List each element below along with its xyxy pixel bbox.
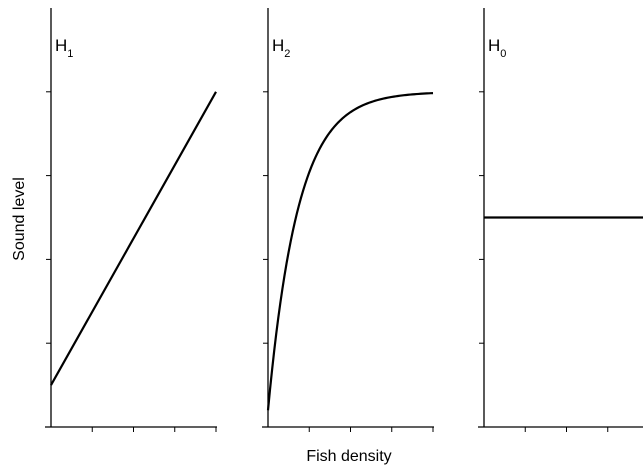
panel-label-main: H: [488, 36, 500, 55]
panel-label-h2: H2: [272, 36, 290, 60]
panel-label-h0: H0: [488, 36, 506, 60]
panel-label-h1: H1: [55, 36, 73, 60]
panels-group: H1 H2 H0: [45, 8, 643, 432]
panel-1: H1: [45, 8, 217, 432]
panel-label-subscript: 1: [67, 48, 73, 60]
y-axis-title: Sound level: [11, 177, 28, 261]
panel-label-subscript: 0: [500, 48, 506, 60]
panel-label-main: H: [272, 36, 284, 55]
x-axis-title: Fish density: [306, 448, 391, 465]
panel-2: H2: [262, 8, 434, 432]
panel-label-subscript: 2: [284, 48, 290, 60]
panel-3: H0: [478, 8, 643, 432]
series-line-h1: [50, 91, 217, 386]
panel-label-main: H: [55, 36, 67, 55]
series-line-h2: [266, 92, 434, 411]
